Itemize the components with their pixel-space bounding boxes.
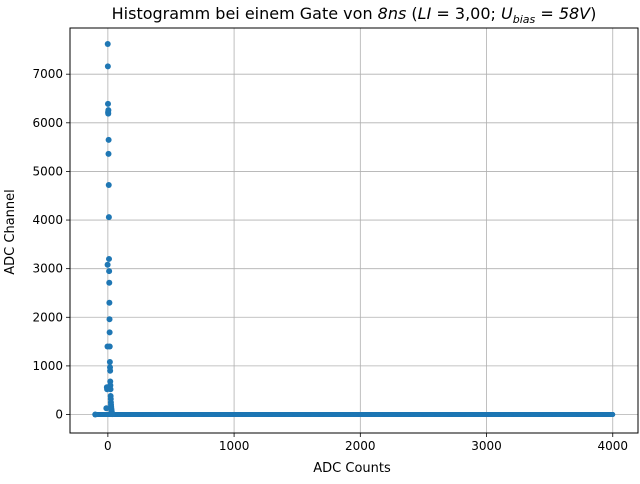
data-point xyxy=(104,41,111,48)
data-point xyxy=(109,411,116,418)
data-point xyxy=(106,359,113,366)
title-text: Histogramm bei einem Gate von xyxy=(111,4,373,23)
title-ubias-label: U xyxy=(501,4,513,23)
x-tick-label: 1000 xyxy=(219,439,250,453)
title-ubias-value: 58V xyxy=(558,4,591,23)
data-point xyxy=(92,411,99,418)
x-tick-label: 2000 xyxy=(345,439,376,453)
data-point xyxy=(105,182,112,189)
points-layer xyxy=(92,41,616,418)
chart-title: Histogramm bei einem Gate von 8ns (LI = … xyxy=(111,4,597,26)
data-point xyxy=(107,367,114,374)
data-point xyxy=(105,150,112,157)
title-gate-value: 8 xyxy=(377,4,388,23)
data-point xyxy=(105,214,112,221)
data-point xyxy=(610,412,616,418)
data-point xyxy=(105,107,112,114)
axes-frame xyxy=(69,27,639,434)
y-axis-label: ADC Channel xyxy=(3,189,18,274)
data-point xyxy=(104,63,111,70)
data-point xyxy=(106,268,113,275)
y-tick-label: 4000 xyxy=(32,213,63,227)
data-point xyxy=(107,386,114,393)
data-point xyxy=(106,316,113,323)
title-li-value: 3,00 xyxy=(454,4,491,23)
x-tick-label: 0 xyxy=(104,439,112,453)
x-axis-label: ADC Counts xyxy=(313,461,391,476)
data-point xyxy=(106,329,113,336)
y-tick-label: 1000 xyxy=(32,359,63,373)
y-tick-label: 3000 xyxy=(32,262,63,276)
ticks-layer: 0 1000 2000 3000 4000 0 1000 2000 3000 4000 5000 60… xyxy=(32,67,628,453)
data-point xyxy=(103,405,110,412)
y-tick-label: 5000 xyxy=(32,164,63,178)
data-point xyxy=(105,136,112,143)
data-point xyxy=(106,343,113,350)
y-tick-label: 7000 xyxy=(32,67,63,81)
title-li-label: LI xyxy=(417,4,432,23)
data-point xyxy=(106,279,113,286)
grid-layer xyxy=(70,28,638,433)
data-point xyxy=(104,100,111,107)
data-point xyxy=(104,261,111,268)
data-point xyxy=(106,299,113,306)
y-tick-label: 2000 xyxy=(32,310,63,324)
x-tick-label: 3000 xyxy=(471,439,502,453)
y-tick-label: 6000 xyxy=(32,116,63,130)
y-tick-label: 0 xyxy=(55,408,63,422)
x-tick-label: 4000 xyxy=(597,439,628,453)
data-point xyxy=(106,255,112,262)
title-gate-unit: ns xyxy=(387,4,407,23)
title-ubias-subscript: bias xyxy=(512,13,536,26)
